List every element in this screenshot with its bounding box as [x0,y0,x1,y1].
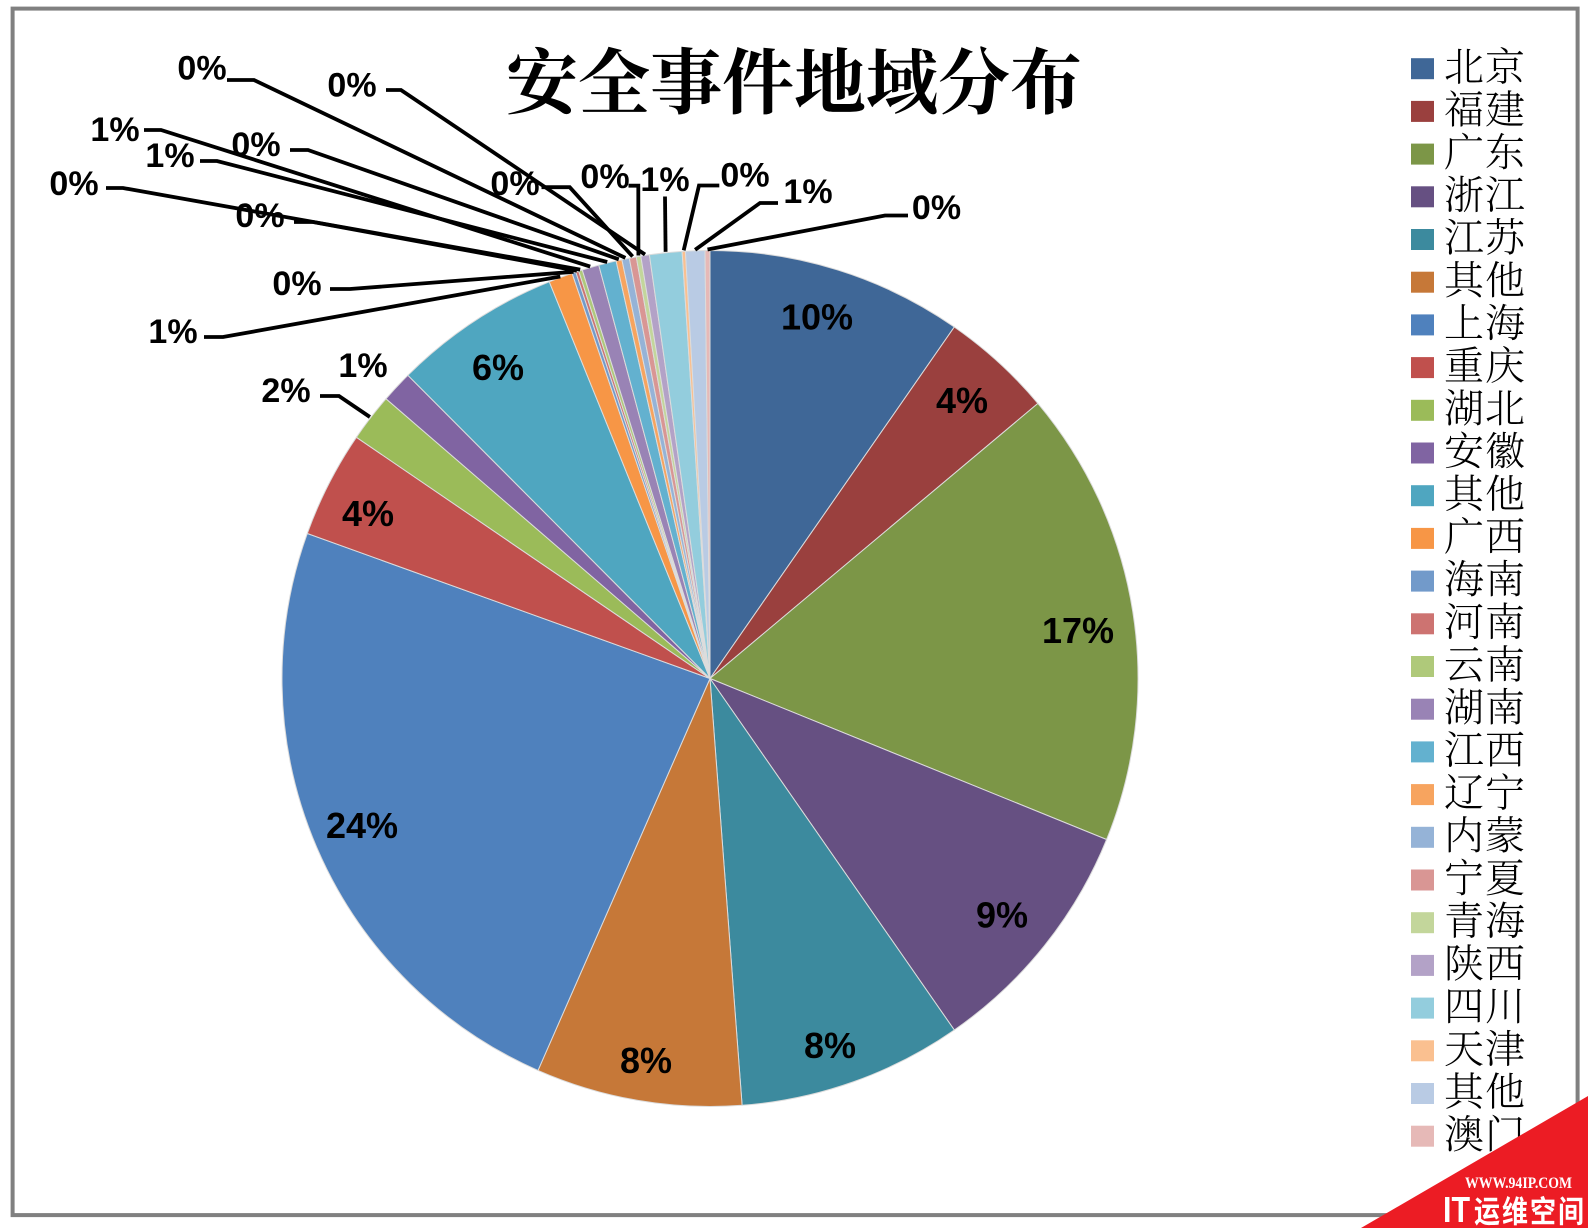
svg-text:IT: IT [1443,1189,1470,1228]
svg-text:1%: 1% [148,313,197,351]
svg-text:1%: 1% [338,347,387,385]
svg-text:24%: 24% [326,805,398,846]
svg-text:9%: 9% [976,895,1028,936]
svg-text:0%: 0% [49,165,98,203]
svg-text:8%: 8% [804,1025,856,1066]
svg-text:0%: 0% [720,157,769,195]
svg-text:4%: 4% [936,380,988,421]
svg-text:1%: 1% [90,111,139,149]
svg-text:0%: 0% [177,49,226,87]
svg-text:2%: 2% [261,372,310,410]
svg-text:17%: 17% [1042,610,1114,651]
svg-text:1%: 1% [783,173,832,211]
svg-text:0%: 0% [231,126,280,164]
svg-text:0%: 0% [490,165,539,203]
svg-text:10%: 10% [781,297,853,338]
svg-text:WWW.94IP.COM: WWW.94IP.COM [1465,1175,1572,1192]
svg-text:0%: 0% [272,265,321,303]
svg-text:0%: 0% [580,158,629,196]
svg-text:0%: 0% [327,66,376,104]
svg-text:1%: 1% [640,161,689,199]
svg-text:4%: 4% [342,493,394,534]
svg-text:0%: 0% [912,189,961,227]
svg-text:6%: 6% [472,347,524,388]
svg-text:1%: 1% [145,137,194,175]
svg-text:0%: 0% [235,197,284,235]
svg-text:8%: 8% [620,1040,672,1081]
